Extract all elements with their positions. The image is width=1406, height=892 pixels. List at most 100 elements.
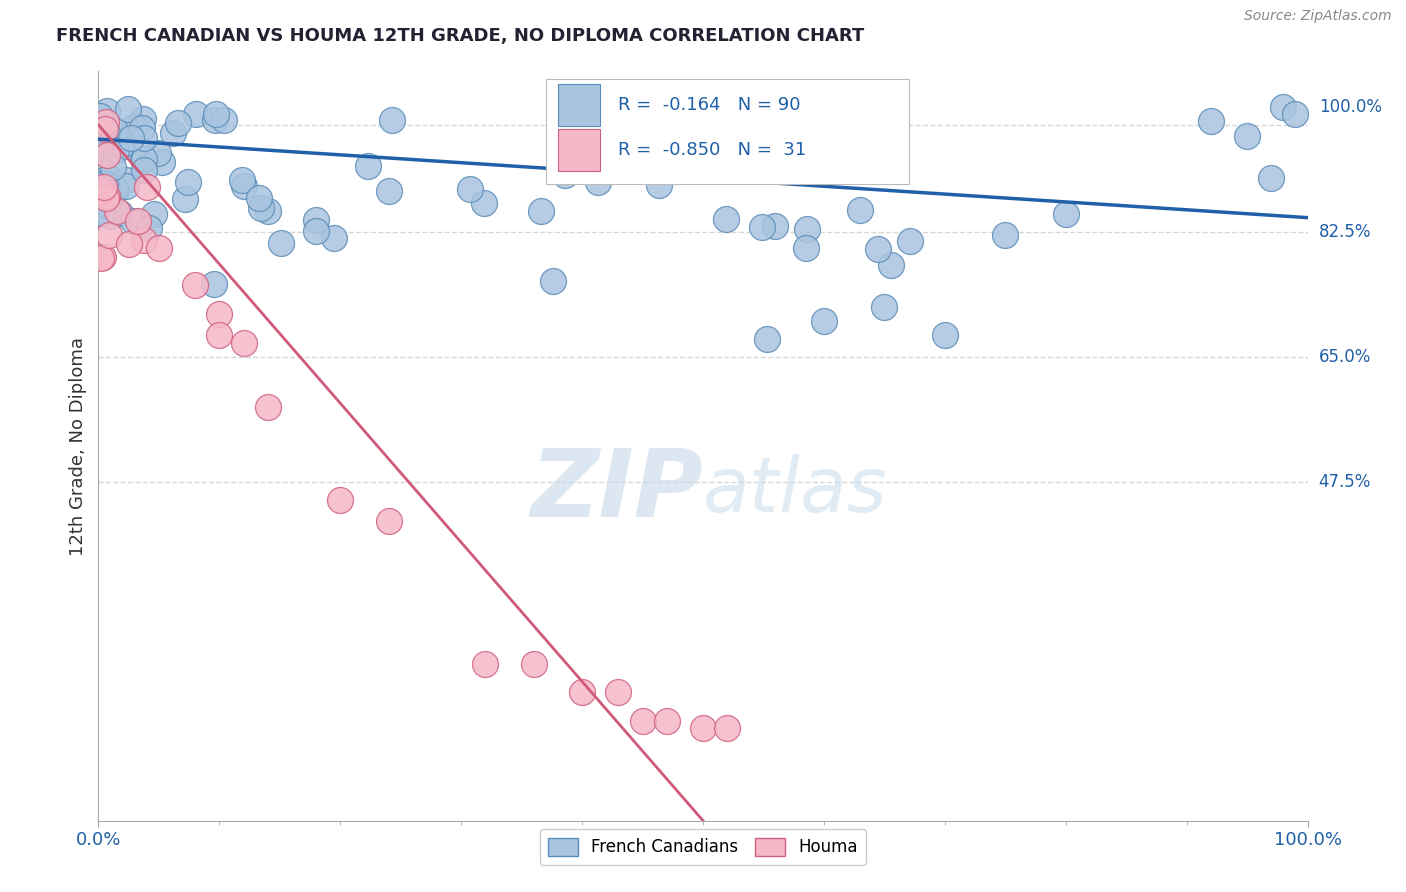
Text: Source: ZipAtlas.com: Source: ZipAtlas.com [1244, 9, 1392, 23]
Point [110, 205, 132, 219]
FancyBboxPatch shape [558, 129, 600, 170]
Point [90, 126, 112, 140]
Point [96, 189, 118, 203]
Point [96, 193, 118, 207]
Text: atlas: atlas [703, 454, 887, 528]
Point [184, 107, 207, 121]
Text: 100.0%: 100.0% [1319, 98, 1382, 116]
Point [110, 138, 132, 153]
Point [377, 514, 399, 528]
Text: ZIP: ZIP [530, 445, 703, 537]
Legend: French Canadians, Houma: French Canadians, Houma [540, 830, 866, 864]
Point [184, 278, 207, 293]
Point [105, 203, 128, 218]
Point [322, 230, 344, 244]
Point [101, 161, 124, 175]
Point [994, 228, 1017, 243]
Point [357, 159, 380, 173]
Point [131, 121, 153, 136]
Point [256, 400, 278, 414]
Point [529, 204, 551, 219]
Point [1272, 100, 1295, 114]
Point [148, 241, 170, 255]
Point [94, 122, 117, 136]
Point [93, 177, 115, 191]
Point [270, 236, 292, 251]
Point [94, 198, 117, 212]
Point [177, 175, 200, 189]
Point [716, 721, 738, 735]
Text: 65.0%: 65.0% [1319, 348, 1371, 366]
Point [763, 219, 786, 233]
Point [143, 207, 166, 221]
Point [232, 335, 254, 350]
Point [96, 114, 118, 128]
Point [934, 328, 956, 343]
Text: FRENCH CANADIAN VS HOUMA 12TH GRADE, NO DIPLOMA CORRELATION CHART: FRENCH CANADIAN VS HOUMA 12TH GRADE, NO … [56, 27, 865, 45]
Point [377, 184, 399, 198]
Point [648, 178, 671, 192]
Point [136, 180, 159, 194]
Point [124, 120, 146, 134]
Point [849, 203, 872, 218]
Point [208, 307, 231, 321]
Point [118, 236, 141, 251]
Point [90, 134, 112, 148]
Point [1199, 114, 1222, 128]
Point [233, 178, 256, 193]
Point [204, 106, 226, 120]
Point [751, 220, 773, 235]
Point [96, 103, 118, 118]
Point [96, 148, 118, 162]
Point [96, 126, 118, 140]
Point [94, 191, 117, 205]
Point [523, 657, 546, 671]
Point [1284, 107, 1306, 121]
Point [122, 213, 145, 227]
Point [692, 721, 714, 735]
Point [104, 143, 127, 157]
Point [755, 332, 778, 346]
Point [115, 178, 138, 193]
Point [138, 220, 160, 235]
Point [167, 116, 190, 130]
Point [868, 243, 890, 257]
Point [98, 209, 121, 223]
Point [247, 191, 270, 205]
Point [792, 162, 814, 177]
Point [541, 274, 564, 288]
FancyBboxPatch shape [558, 85, 600, 126]
Point [98, 192, 121, 206]
Point [381, 113, 404, 128]
Point [131, 152, 153, 166]
Point [91, 251, 114, 265]
Point [98, 228, 121, 243]
Point [89, 109, 111, 123]
Point [97, 177, 120, 191]
Point [132, 233, 155, 247]
Point [97, 169, 120, 184]
Point [554, 168, 576, 182]
Point [104, 182, 127, 196]
Point [93, 180, 115, 194]
Point [132, 131, 155, 145]
Point [162, 126, 184, 140]
Point [202, 277, 225, 292]
Point [870, 135, 893, 149]
Text: R =  -0.164   N = 90: R = -0.164 N = 90 [619, 96, 801, 114]
Point [117, 102, 139, 116]
Point [127, 214, 149, 228]
Y-axis label: 12th Grade, No Diploma: 12th Grade, No Diploma [69, 336, 87, 556]
Point [134, 153, 156, 167]
Point [134, 162, 156, 177]
Point [716, 211, 738, 226]
Point [586, 175, 609, 189]
Point [1054, 207, 1077, 221]
Point [474, 657, 496, 671]
Point [204, 112, 226, 127]
Point [329, 492, 352, 507]
Point [90, 252, 112, 266]
Point [250, 201, 273, 215]
Point [150, 154, 173, 169]
Point [146, 145, 169, 160]
